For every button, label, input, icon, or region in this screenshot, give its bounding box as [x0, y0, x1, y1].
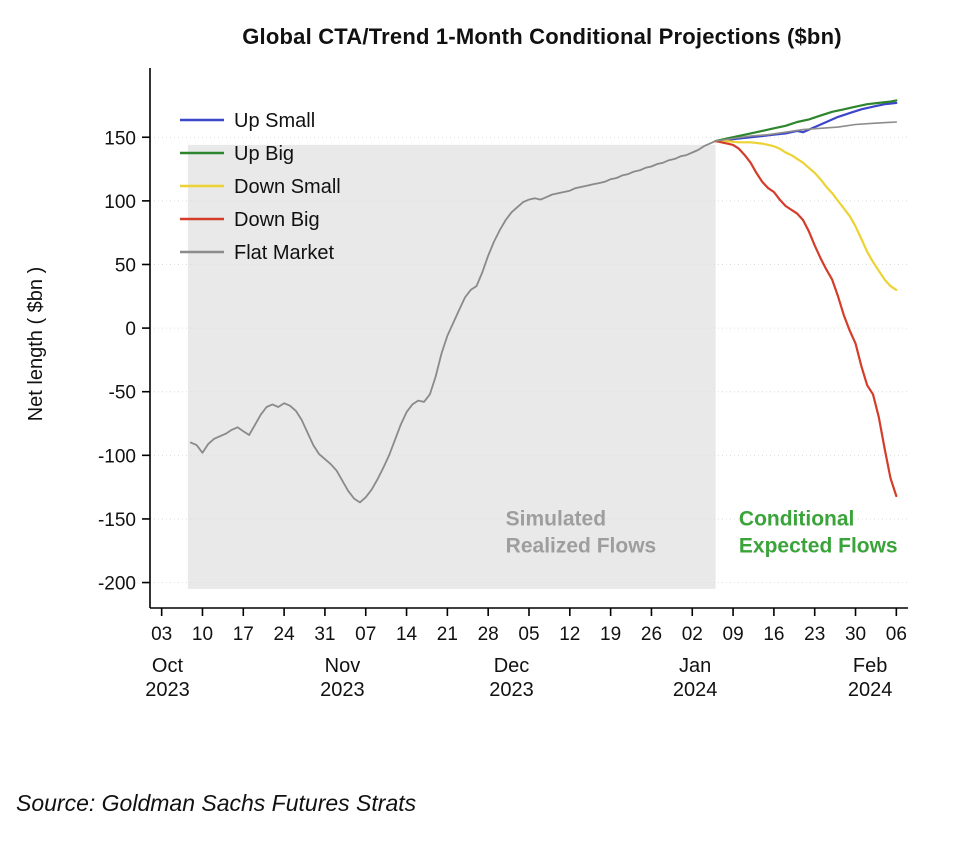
annotation-line: Conditional — [739, 507, 854, 530]
y-tick-label: -200 — [98, 574, 136, 595]
x-tick-label: 30 — [845, 624, 866, 645]
annotation-line: Realized Flows — [506, 534, 657, 557]
x-tick-label: 05 — [518, 624, 539, 645]
x-tick-label: 17 — [233, 624, 254, 645]
legend-label: Up Big — [234, 143, 294, 165]
y-tick-label: -100 — [98, 446, 136, 467]
y-tick-label: 150 — [104, 128, 136, 149]
legend-label: Up Small — [234, 110, 315, 132]
legend-label: Flat Market — [234, 242, 334, 264]
annotation-line: Simulated — [506, 507, 606, 530]
chart-title: Global CTA/Trend 1-Month Conditional Pro… — [242, 24, 842, 49]
y-axis-title: Net length ( $bn ) — [25, 267, 47, 422]
x-tick-label: 21 — [437, 624, 458, 645]
legend-label: Down Small — [234, 176, 341, 198]
series-line-down-small — [714, 139, 898, 291]
month-label: Jan — [679, 655, 711, 677]
series-line-down-big — [714, 139, 898, 498]
year-label: 2023 — [320, 679, 365, 701]
year-label: 2023 — [489, 679, 534, 701]
y-tick-label: 100 — [104, 192, 136, 213]
figure: Global CTA/Trend 1-Month Conditional Pro… — [16, 24, 908, 816]
series-line-flat-market — [714, 121, 898, 142]
month-label: Feb — [853, 655, 887, 677]
source-credit: Source: Goldman Sachs Futures Strats — [16, 790, 417, 816]
month-label: Dec — [494, 655, 530, 677]
annotation-line: Expected Flows — [739, 534, 898, 557]
x-tick-label: 24 — [274, 624, 296, 645]
y-tick-label: 50 — [115, 255, 136, 276]
year-label: 2023 — [145, 679, 190, 701]
x-tick-label: 31 — [314, 624, 335, 645]
y-tick-label: 0 — [125, 319, 136, 340]
series-line-realized — [189, 140, 717, 504]
shaded-region — [187, 144, 716, 589]
x-tick-label: 19 — [600, 624, 621, 645]
x-tick-label: 23 — [804, 624, 825, 645]
month-label: Oct — [152, 655, 184, 677]
x-tick-label: 07 — [355, 624, 376, 645]
x-tick-label: 12 — [559, 624, 580, 645]
legend-label: Down Big — [234, 209, 320, 231]
series-line-up-small — [714, 101, 898, 143]
x-tick-label: 09 — [723, 624, 744, 645]
y-tick-label: -150 — [98, 510, 136, 531]
month-label: Nov — [325, 655, 361, 677]
y-tick-label: -50 — [109, 383, 136, 404]
x-tick-label: 06 — [886, 624, 907, 645]
x-tick-label: 16 — [763, 624, 784, 645]
x-tick-label: 14 — [396, 624, 418, 645]
x-tick-label: 28 — [478, 624, 499, 645]
x-tick-label: 26 — [641, 624, 662, 645]
series-line-up-big — [714, 99, 898, 143]
year-label: 2024 — [848, 679, 893, 701]
x-tick-label: 03 — [151, 624, 172, 645]
x-tick-label: 02 — [682, 624, 703, 645]
year-label: 2024 — [673, 679, 718, 701]
x-tick-label: 10 — [192, 624, 213, 645]
